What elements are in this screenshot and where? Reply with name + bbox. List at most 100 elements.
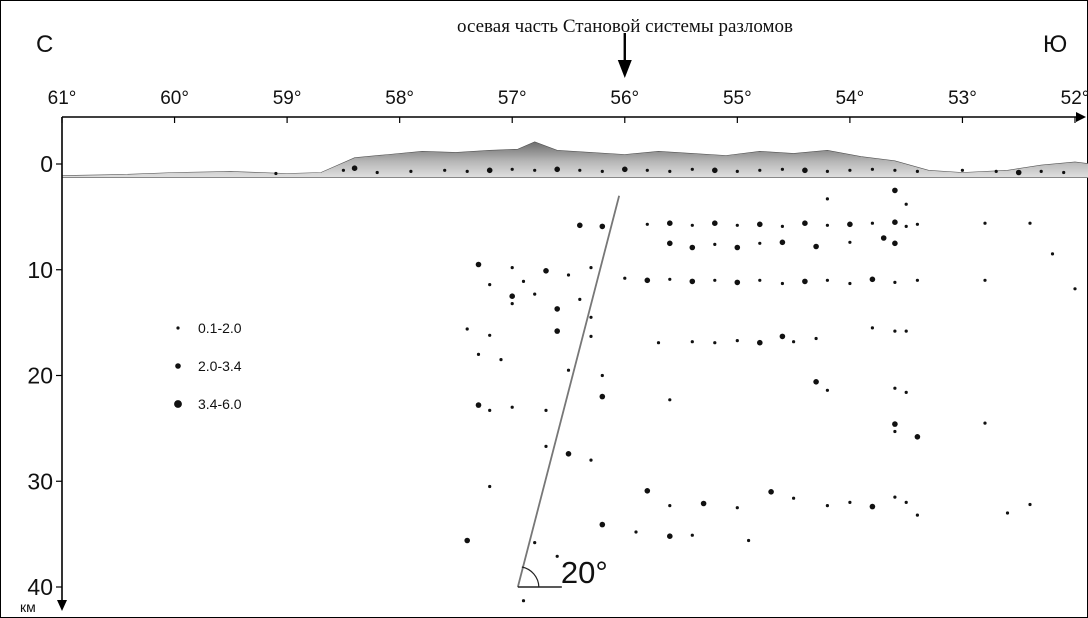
- earthquake-point: [644, 488, 651, 494]
- legend-label: 0.1-2.0: [198, 320, 242, 336]
- earthquake-point: [813, 379, 819, 385]
- earthquake-point: [465, 169, 469, 173]
- fault-trace: [516, 195, 621, 588]
- earthquake-point: [554, 306, 560, 312]
- y-tick-label: 20: [27, 363, 53, 389]
- earthquake-point: [689, 278, 696, 285]
- earthquake-point: [1062, 170, 1066, 175]
- earthquake-point: [409, 169, 413, 173]
- earthquake-point: [544, 444, 548, 448]
- earthquake-point: [599, 223, 606, 230]
- legend-label: 2.0-3.4: [198, 358, 242, 374]
- earthquake-point: [1028, 221, 1032, 225]
- earthquake-point: [488, 333, 492, 337]
- earthquake-point: [667, 220, 673, 226]
- earthquake-point: [690, 533, 694, 537]
- earthquake-point: [892, 240, 898, 247]
- earthquake-point: [848, 500, 852, 504]
- earthquake-point: [869, 276, 876, 283]
- earthquake-point: [892, 219, 898, 225]
- earthquake-point: [780, 167, 785, 171]
- y-axis-arrow: [57, 600, 67, 611]
- earthquake-point: [960, 168, 965, 172]
- earthquake-point: [599, 521, 606, 528]
- earthquake-point: [689, 244, 696, 251]
- x-tick-label: 60°: [160, 88, 189, 109]
- earthquake-point: [758, 168, 762, 172]
- earthquake-point: [510, 266, 514, 270]
- earthquake-point: [893, 280, 897, 284]
- earthquake-point: [533, 541, 537, 545]
- legend-marker: [174, 400, 182, 408]
- earthquake-point: [565, 451, 572, 457]
- earthquake-point: [623, 276, 627, 280]
- earthquake-point: [825, 504, 830, 508]
- earthquake-point: [802, 167, 808, 174]
- earthquake-point: [779, 239, 786, 246]
- earthquake-point: [510, 405, 514, 409]
- earthquake-point: [668, 398, 672, 402]
- earthquake-point: [779, 333, 786, 340]
- legend: 0.1-2.0 2.0-3.4 3.4-6.0: [174, 320, 242, 412]
- earthquake-point: [589, 458, 593, 462]
- surface-relief-shape: [61, 141, 1088, 178]
- earthquake-point: [848, 240, 852, 244]
- events-layer: [274, 165, 1077, 603]
- earthquake-point: [869, 503, 876, 510]
- earthquake-point: [904, 202, 908, 206]
- earthquake-point: [747, 538, 751, 543]
- earthquake-point: [893, 386, 897, 390]
- earthquake-point: [813, 243, 819, 250]
- earthquake-point: [645, 168, 649, 172]
- earthquake-point: [758, 278, 762, 282]
- x-tick-label: 61°: [48, 88, 77, 109]
- y-tick-label: 0: [40, 151, 53, 177]
- earthquake-point: [915, 278, 920, 282]
- earthquake-point: [578, 168, 582, 172]
- earthquake-point: [758, 241, 762, 245]
- earthquake-point: [825, 388, 830, 392]
- earthquake-point: [341, 168, 345, 172]
- earthquake-point: [566, 368, 571, 372]
- earthquake-point: [668, 169, 672, 173]
- earthquake-point: [892, 421, 898, 427]
- earthquake-point: [780, 224, 785, 228]
- earthquake-point: [734, 279, 741, 286]
- earthquake-point: [476, 352, 481, 356]
- x-tick-label: 54°: [836, 88, 865, 109]
- earthquake-point: [768, 489, 774, 495]
- legend-marker: [175, 363, 181, 369]
- x-tick-label: 59°: [273, 88, 302, 109]
- fault-arrow-head: [617, 60, 632, 78]
- earthquake-point: [713, 242, 717, 246]
- earthquake-point: [757, 339, 763, 346]
- earthquake-point: [904, 390, 908, 394]
- earthquake-point: [533, 168, 537, 172]
- earthquake-point: [915, 169, 920, 173]
- earthquake-point: [543, 268, 549, 274]
- legend-marker: [176, 326, 180, 330]
- earthquake-point: [983, 278, 987, 282]
- earthquake-point: [802, 278, 808, 285]
- earthquake-point: [690, 167, 694, 171]
- earthquake-point: [825, 169, 830, 173]
- earthquake-point: [443, 168, 447, 172]
- earthquake-point: [792, 340, 796, 344]
- earthquake-point: [521, 599, 526, 603]
- earthquake-point: [734, 244, 741, 251]
- earthquake-point: [533, 292, 537, 296]
- earthquake-point: [510, 302, 514, 306]
- earthquake-point: [880, 235, 887, 241]
- earthquake-point: [735, 339, 739, 343]
- earthquake-point: [488, 283, 492, 287]
- earthquake-point: [690, 340, 694, 344]
- earthquake-point: [904, 500, 908, 504]
- earthquake-point: [893, 168, 897, 172]
- earthquake-point: [668, 504, 672, 508]
- earthquake-point: [521, 279, 526, 283]
- earthquake-point: [904, 224, 908, 228]
- y-tick-label: 40: [27, 574, 53, 600]
- earthquake-point: [622, 166, 628, 173]
- earthquake-point: [656, 341, 661, 345]
